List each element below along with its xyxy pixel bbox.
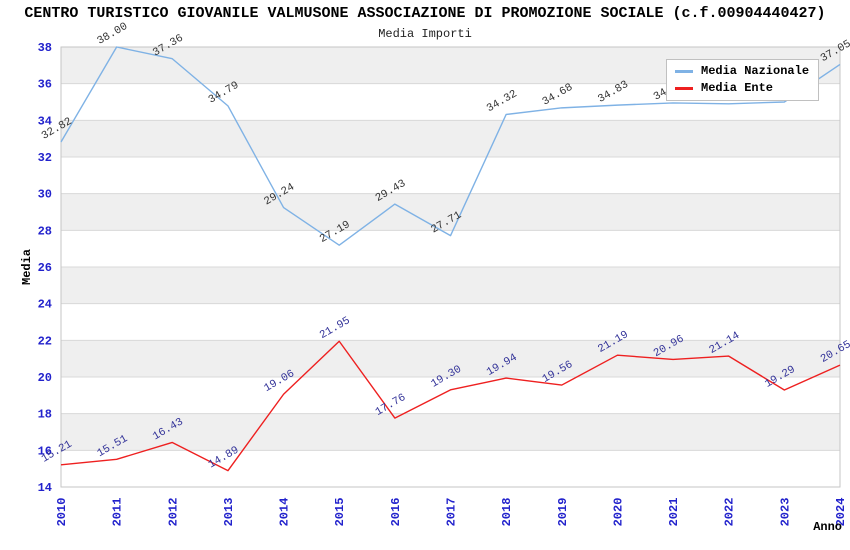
chart-subtitle: Media Importi	[378, 27, 472, 41]
x-tick-label: 2010	[55, 498, 69, 527]
y-tick-label: 34	[38, 114, 52, 128]
plot-band	[61, 120, 840, 157]
x-tick-label: 2017	[445, 498, 459, 527]
x-tick-label: 2012	[166, 498, 180, 527]
x-tick-label: 2013	[222, 498, 236, 527]
legend: Media Nazionale Media Ente	[666, 59, 820, 101]
data-label: 34.32	[485, 88, 520, 115]
media-ente-line-swatch-icon	[675, 86, 693, 90]
series-line-media-ente	[60, 340, 841, 472]
plot-band	[61, 193, 840, 231]
y-tick-label: 30	[38, 188, 52, 202]
x-tick-label: 2022	[723, 498, 737, 527]
x-tick-label: 2011	[111, 498, 125, 527]
plot-band	[61, 340, 840, 377]
x-tick-label: 2023	[778, 498, 792, 527]
plot-band	[61, 267, 840, 304]
y-tick-label: 38	[38, 41, 52, 55]
y-tick-label: 24	[38, 298, 52, 312]
media-nazionale-line-swatch-icon	[675, 69, 693, 73]
y-tick-label: 22	[38, 334, 52, 348]
x-tick-label: 2020	[611, 498, 625, 527]
x-axis-title: Anno	[813, 520, 842, 534]
y-tick-label: 36	[38, 78, 52, 92]
x-tick-label: 2014	[278, 498, 292, 527]
data-label: 38.00	[95, 21, 130, 48]
data-label: 15.21	[40, 438, 75, 465]
y-tick-label: 32	[38, 151, 52, 165]
legend-label-media-ente: Media Ente	[701, 81, 774, 95]
y-tick-label: 26	[38, 261, 52, 275]
plot-band	[61, 413, 840, 451]
data-label: 21.95	[318, 315, 353, 342]
chart-title: CENTRO TURISTICO GIOVANILE VALMUSONE ASS…	[24, 5, 826, 22]
data-label: 34.68	[540, 82, 575, 109]
y-tick-label: 14	[38, 481, 52, 495]
y-tick-label: 18	[38, 408, 52, 422]
x-tick-label: 2019	[556, 498, 570, 527]
legend-label-media-nazionale: Media Nazionale	[701, 64, 810, 78]
x-tick-label: 2016	[389, 498, 403, 527]
y-axis-title: Media	[20, 249, 34, 285]
x-tick-label: 2015	[333, 498, 347, 527]
series-line-media-nazionale	[60, 46, 841, 246]
legend-item-media-ente: Media Ente	[675, 81, 809, 95]
y-tick-label: 16	[38, 444, 52, 458]
x-tick-label: 2018	[500, 498, 514, 527]
x-tick-label: 2021	[667, 498, 681, 527]
plot-border	[60, 46, 841, 488]
y-tick-label: 20	[38, 371, 52, 385]
legend-item-media-nazionale: Media Nazionale	[675, 64, 809, 78]
x-tick-label: 2024	[834, 498, 848, 527]
y-tick-label: 28	[38, 224, 52, 238]
